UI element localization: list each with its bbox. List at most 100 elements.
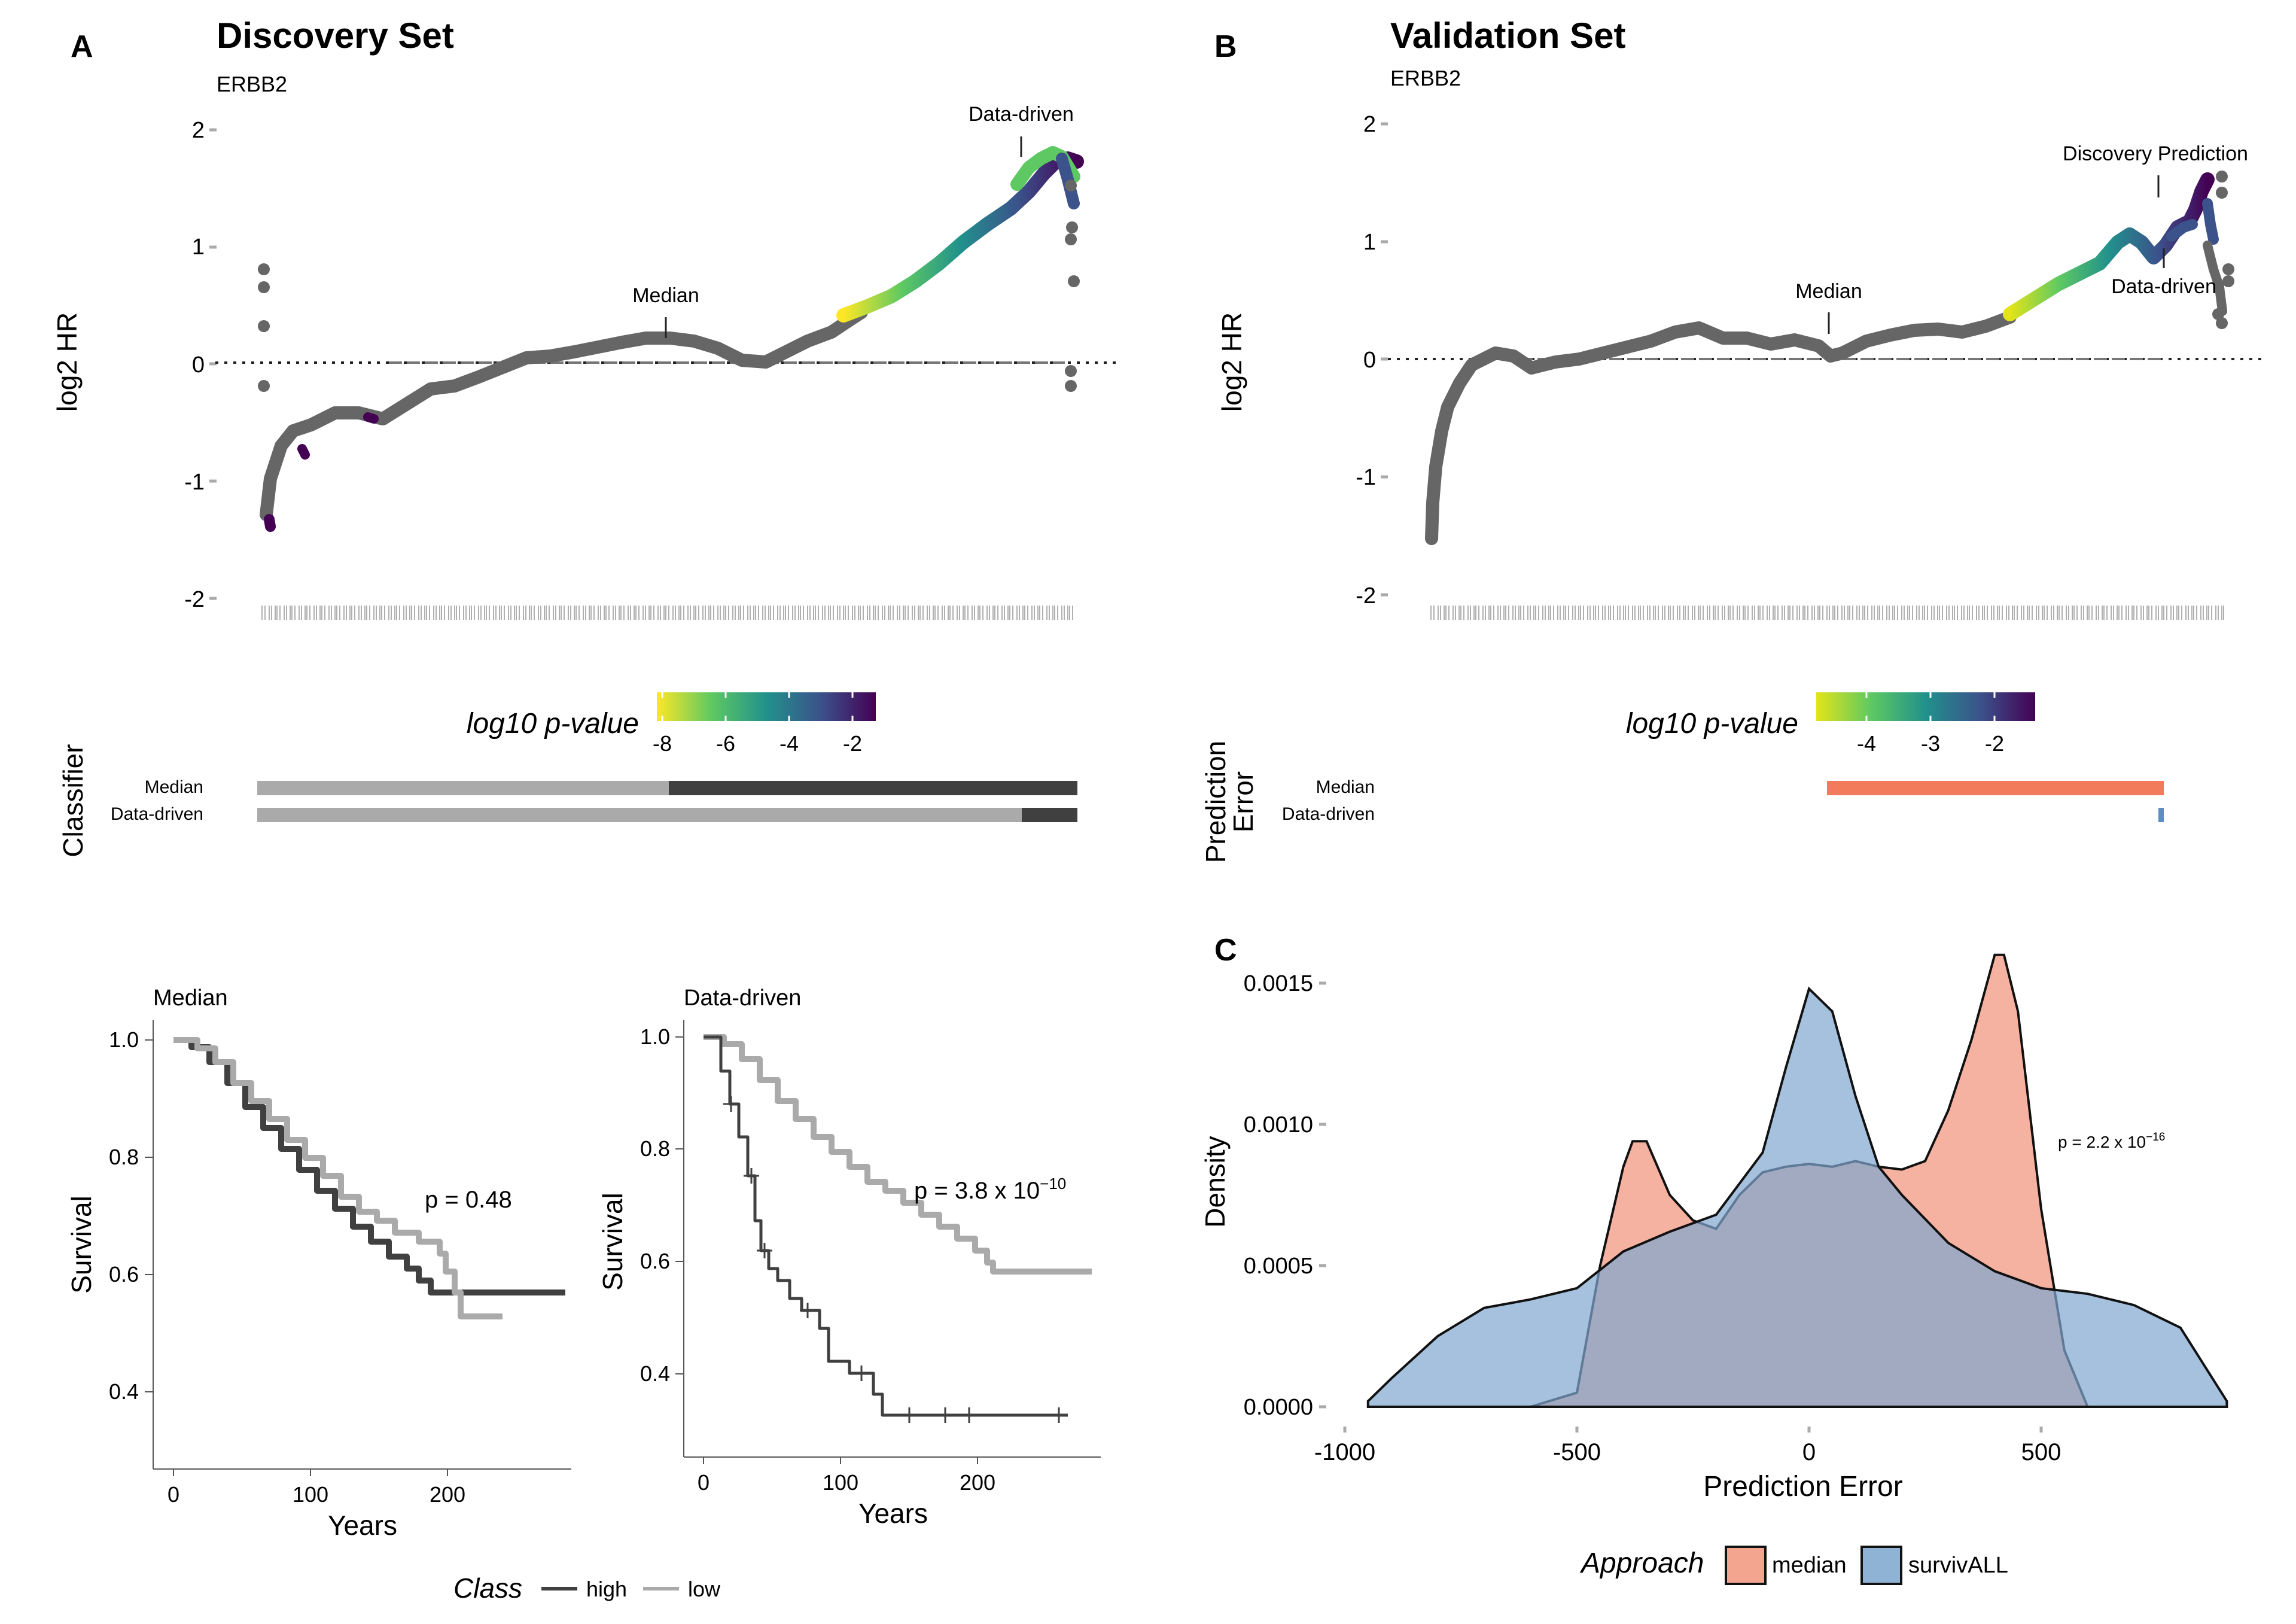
panel-letter-a: A <box>71 29 93 64</box>
km-median-ytick: 0.4 <box>109 1379 139 1404</box>
colorbar-b-gradient <box>1816 692 2035 721</box>
panel-c: C Density 0.0015 0.0010 0.0005 0.0000 -1… <box>1199 933 2228 1585</box>
annotation-median-label: Median <box>632 284 699 307</box>
annotation-datadriven-b: Data-driven <box>2111 248 2216 298</box>
km-median-title: Median <box>153 986 228 1011</box>
rug-b <box>1430 606 2224 620</box>
km-datadriven-ytick: 0.8 <box>640 1136 670 1161</box>
prediction-error-title-line2: Error <box>1228 771 1259 832</box>
annotation-discovery-label: Discovery Prediction <box>2063 142 2248 165</box>
approach-legend: Approach median survivALL <box>1579 1546 2008 1585</box>
hr-series-b-dark <box>2166 198 2219 245</box>
hr-series-colored <box>836 151 1084 323</box>
hr-left-colored <box>264 514 276 532</box>
km-datadriven-xtick: 100 <box>823 1470 858 1495</box>
c-xtick: -1000 <box>1314 1439 1375 1465</box>
density-survivall <box>1366 986 2228 1408</box>
annotation-datadriven-label: Data-driven <box>969 103 1074 126</box>
pvalue-exponent: −16 <box>2146 1131 2165 1144</box>
classifier-row-label: Median <box>145 777 203 797</box>
panel-c-ylabel: Density <box>1199 1136 1231 1227</box>
panel-a-title: Discovery Set <box>217 16 454 56</box>
hr-outliers-b <box>2212 171 2234 329</box>
hr-scatter-a <box>260 146 1084 532</box>
km-datadriven-pvalue: p = 3.8 x 10−10 <box>914 1175 1066 1204</box>
km-datadriven-xticks <box>703 1457 978 1464</box>
approach-legend-title: Approach <box>1579 1547 1704 1579</box>
colorbar-b-tick-label: -3 <box>1921 731 1940 756</box>
panel-a-yticks: 2 1 0 -1 -2 <box>184 118 217 612</box>
y-tick-label: -1 <box>184 470 205 495</box>
hr-series-b-colored <box>2003 172 2215 321</box>
y-tick-label: -1 <box>1356 465 1376 490</box>
hr-series-gray <box>260 306 868 521</box>
y-tick-label: 2 <box>1363 112 1376 137</box>
hr-outliers-a <box>258 180 1080 392</box>
km-datadriven-yticks <box>675 1036 684 1374</box>
annotation-median-a: Median <box>632 284 699 338</box>
panel-letter-b: B <box>1214 29 1237 64</box>
hr-scatter-b <box>1425 172 2227 545</box>
panel-a-subtitle: ERBB2 <box>217 72 287 96</box>
pvalue-base: p = 3.8 x 10 <box>914 1178 1040 1204</box>
hr-left-colored-2 <box>297 412 379 460</box>
km-median-yticks <box>145 1039 153 1392</box>
panel-b-ylabel: log2 HR <box>1216 312 1247 412</box>
km-datadriven-censor-marks <box>723 1096 1067 1423</box>
colorbar-a: log10 p-value -8 -6 -4 -2 <box>467 692 876 756</box>
km-datadriven: Data-driven 1.0 0.8 0.6 0.4 0 100 200 Su… <box>597 986 1101 1529</box>
km-median-ytick: 0.8 <box>109 1145 139 1169</box>
annotation-datadriven-label: Data-driven <box>2111 275 2216 298</box>
y-tick-label: -2 <box>1356 583 1376 609</box>
colorbar-a-tick-label: -2 <box>843 731 862 756</box>
km-datadriven-ytick: 0.4 <box>640 1361 670 1386</box>
km-datadriven-curve-low <box>704 1034 1092 1275</box>
class-legend: Class high low <box>453 1573 721 1604</box>
legend-label-low: low <box>688 1577 721 1601</box>
colorbar-a-tick-label: -4 <box>779 731 799 756</box>
c-xtick: 500 <box>2021 1439 2061 1465</box>
km-median-ytick: 0.6 <box>109 1262 139 1287</box>
c-ytick: 0.0015 <box>1244 971 1313 996</box>
km-median-ylabel: Survival <box>66 1196 97 1294</box>
y-tick-label: 0 <box>192 352 205 378</box>
pvalue-exponent: −10 <box>1040 1175 1066 1193</box>
colorbar-a-gradient <box>657 692 876 721</box>
classifier-dd-low <box>257 808 1022 822</box>
rug-a <box>261 606 1073 620</box>
c-ytick: 0.0000 <box>1244 1395 1313 1420</box>
prediction-error-title-line1: Prediction <box>1200 741 1231 863</box>
hr-series-b-gray <box>1425 311 2017 545</box>
y-tick-label: 0 <box>1363 348 1376 373</box>
km-median-curve-low <box>173 1037 503 1319</box>
class-legend-title: Class <box>453 1573 522 1604</box>
prediction-error-title: PredictionError <box>1200 741 1259 863</box>
km-median-xtick: 200 <box>430 1482 465 1507</box>
c-xticks <box>1343 1427 2043 1433</box>
panel-b-subtitle: ERBB2 <box>1390 66 1461 90</box>
km-median-xticks <box>173 1469 448 1476</box>
panel-a-ylabel: log2 HR <box>51 312 83 412</box>
legend-label-median: median <box>1772 1553 1847 1578</box>
km-median-xtick: 0 <box>168 1482 179 1507</box>
y-tick-marks <box>209 128 217 600</box>
prediction-error-median-bar <box>1827 781 2164 795</box>
km-median-curve-high <box>173 1037 565 1295</box>
km-datadriven-xtick: 200 <box>960 1470 995 1495</box>
legend-key-survivall <box>1860 1546 1902 1585</box>
panel-b-title: Validation Set <box>1390 16 1625 56</box>
colorbar-a-tick-label: -8 <box>653 731 672 756</box>
colorbar-b-tick-label: -2 <box>1985 731 2004 756</box>
c-ytick: 0.0005 <box>1244 1254 1313 1279</box>
classifier-median-low <box>257 781 669 795</box>
km-datadriven-ylabel: Survival <box>597 1193 628 1291</box>
prediction-error: PredictionError Median Data-driven <box>1200 741 2164 863</box>
classifier: Classifier Median Data-driven <box>57 744 1077 857</box>
hr-series-b-tail <box>2203 241 2227 316</box>
y-tick-label: -2 <box>184 587 205 612</box>
panel-letter-c: C <box>1214 933 1237 968</box>
km-median-ytick: 1.0 <box>109 1027 139 1052</box>
classifier-title: Classifier <box>57 744 89 857</box>
classifier-median-high <box>669 781 1077 795</box>
